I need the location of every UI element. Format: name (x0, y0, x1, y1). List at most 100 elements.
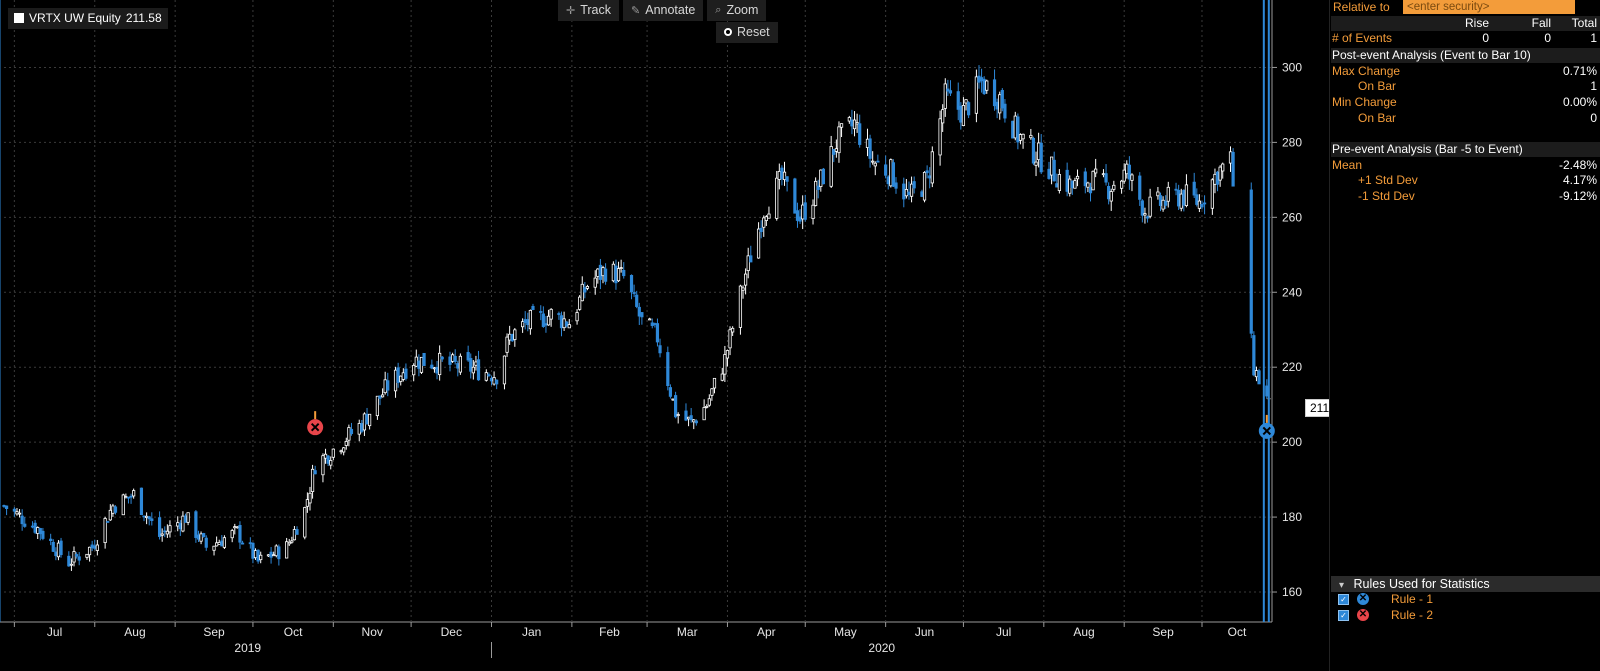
candle-body (837, 126, 841, 154)
candle-body (943, 83, 947, 109)
candle-body (256, 549, 260, 562)
legend-swatch (14, 13, 24, 23)
candle-body (1231, 151, 1235, 187)
candle-body (544, 323, 548, 326)
y-tick-label: 300 (1282, 60, 1302, 74)
candle-body (49, 538, 53, 542)
event-marker-cross (1262, 426, 1272, 436)
zoom-button[interactable]: ⌕ Zoom (707, 0, 767, 21)
col-fall-header: Fall (1531, 16, 1551, 30)
candle-body (629, 274, 634, 293)
rule-1-checkbox[interactable]: ✓ (1338, 593, 1349, 605)
candle-body (323, 453, 328, 459)
x-year-label: 2019 (234, 641, 261, 655)
candle-body (562, 318, 566, 329)
candle-body (1055, 183, 1059, 188)
candle-body (412, 365, 416, 376)
x-month-label: Sep (203, 625, 225, 639)
candle-body (741, 287, 745, 291)
y-tick-label: 220 (1282, 360, 1302, 374)
candle-body (1057, 174, 1061, 191)
min-on-bar-label: On Bar (1358, 111, 1397, 125)
candle-body (396, 367, 400, 383)
candle-body (450, 354, 455, 362)
candle-body (894, 182, 898, 189)
candle-body (1075, 175, 1080, 180)
candle-body (557, 313, 561, 315)
candle-body (655, 323, 660, 343)
rules-header-label: Rules Used for Statistics (1353, 577, 1490, 591)
candle-body (456, 363, 460, 369)
events-rise: 0 (1482, 31, 1489, 45)
candle-body (2, 505, 6, 507)
candle-body (811, 204, 815, 219)
candle-body (1101, 173, 1106, 176)
candle-body (710, 388, 714, 396)
candle-body (775, 177, 779, 219)
relative-to-input[interactable]: <enter security> (1403, 0, 1575, 14)
candle-body (492, 377, 496, 385)
annotate-label: Annotate (645, 3, 696, 17)
candle-body (539, 311, 543, 313)
candle-body (528, 310, 532, 330)
candle-body (349, 428, 354, 435)
reset-button[interactable]: Reset (716, 22, 778, 43)
candle-body (920, 191, 924, 197)
track-button[interactable]: ✛ Track (558, 0, 620, 21)
candle-body (694, 420, 698, 424)
rule-2-checkbox[interactable]: ✓ (1338, 609, 1349, 621)
candle-body (583, 287, 587, 293)
candle-body (904, 189, 908, 197)
candle-body (767, 213, 771, 219)
candle-body (1068, 178, 1072, 194)
rules-header[interactable]: ▾ Rules Used for Statistics (1331, 576, 1600, 592)
candle-body (764, 216, 768, 221)
candle-body (1011, 120, 1015, 139)
x-year-label: 2020 (868, 641, 895, 655)
x-month-label: Oct (1228, 625, 1247, 639)
candle-body (1037, 142, 1041, 161)
candle-body (378, 395, 382, 399)
col-total-header: Total (1571, 16, 1597, 30)
candle-body (495, 379, 499, 385)
candle-body (922, 171, 927, 201)
candle-body (998, 94, 1002, 114)
candle-body (793, 178, 797, 214)
candle-body (1200, 204, 1204, 208)
annotate-button[interactable]: ✎ Annotate (623, 0, 704, 21)
rule-1-row[interactable]: ✓ ✕ Rule - 1 (1338, 591, 1433, 607)
max-change-value: 0.71% (1562, 64, 1597, 78)
candle-body (90, 544, 94, 549)
x-month-label: Apr (757, 625, 776, 639)
candle-body (1221, 163, 1225, 172)
candle-body (438, 352, 442, 376)
candle-body (1161, 199, 1165, 210)
candle-body (873, 162, 877, 167)
candle-body (567, 324, 571, 329)
candle-body (103, 518, 107, 543)
candle-body (801, 204, 805, 220)
x-month-label: Jan (522, 625, 541, 639)
candle-body (912, 181, 916, 189)
candle-body (832, 149, 836, 155)
candle-body (1003, 103, 1007, 119)
crosshair-icon: ✛ (566, 4, 576, 17)
candle-body (876, 160, 880, 163)
chart-area[interactable]: 160 180 200 220 240 260 280 300 Jul Aug Sep Oct Nov D… (0, 0, 1351, 671)
candle-body (321, 455, 325, 476)
mean-label: Mean (1332, 158, 1363, 172)
price-chart[interactable]: 160 180 200 220 240 260 280 300 Jul Aug Sep Oct Nov D… (0, 0, 1326, 671)
candle-body (728, 329, 732, 349)
candle-body (902, 183, 906, 200)
col-rise-header: Rise (1464, 16, 1489, 30)
candle-body (417, 360, 421, 369)
candle-body (1031, 137, 1036, 164)
candle-body (601, 267, 605, 277)
candle-body (585, 286, 590, 289)
candle-body (668, 387, 673, 397)
candle-body (930, 151, 934, 184)
candle-body (194, 511, 198, 538)
pencil-icon: ✎ (631, 4, 641, 17)
plus-std-label: +1 Std Dev (1358, 173, 1418, 187)
rule-2-row[interactable]: ✓ ✕ Rule - 2 (1338, 607, 1433, 623)
